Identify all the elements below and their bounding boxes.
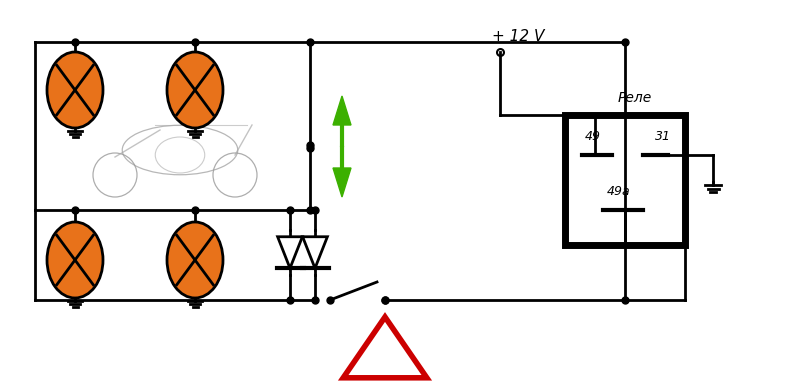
Polygon shape — [278, 237, 302, 268]
Bar — [565, 115, 685, 245]
Ellipse shape — [47, 222, 103, 298]
Text: 31: 31 — [655, 130, 671, 143]
Ellipse shape — [47, 52, 103, 128]
Text: 49a: 49a — [607, 185, 630, 198]
Text: 49: 49 — [585, 130, 601, 143]
Polygon shape — [333, 168, 351, 197]
Text: Реле: Реле — [618, 91, 652, 105]
Polygon shape — [302, 237, 327, 268]
Ellipse shape — [167, 222, 223, 298]
Text: + 12 V: + 12 V — [492, 29, 544, 44]
Polygon shape — [333, 96, 351, 125]
Ellipse shape — [167, 52, 223, 128]
